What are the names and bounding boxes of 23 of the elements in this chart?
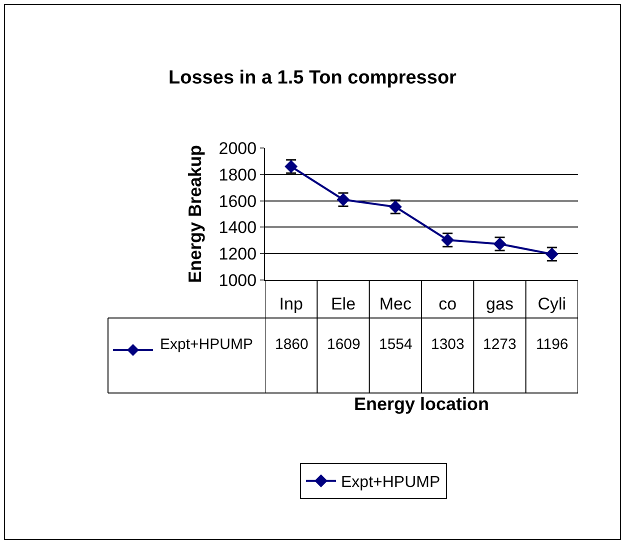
x-tick-label: co — [438, 294, 457, 314]
data-label: 1609 — [327, 336, 360, 353]
data-label: 1554 — [379, 336, 412, 353]
y-tick-label: 1800 — [218, 165, 257, 184]
legend-label: Expt+HPUMP — [160, 336, 253, 353]
data-label: 1273 — [483, 336, 516, 353]
y-tick-label: 2000 — [218, 138, 257, 158]
x-tick-label: Inp — [279, 294, 303, 314]
x-tick-label: Cyli — [538, 294, 566, 314]
text: Expt+HPUMP — [341, 474, 440, 492]
data-label: 1196 — [536, 336, 568, 353]
chart-title: Losses in a 1.5 Ton compressor — [168, 68, 458, 89]
y-axis-title: Energy Breakup — [184, 144, 205, 284]
y-tick-label: 1000 — [218, 270, 257, 290]
x-tick-label: Mec — [379, 294, 412, 314]
x-tick-label: Ele — [330, 294, 356, 314]
y-tick-label: 1200 — [218, 244, 257, 264]
y-tick-label: 1400 — [218, 218, 257, 238]
x-tick-label: gas — [486, 294, 514, 314]
data-label: 1303 — [431, 336, 464, 353]
x-axis-title: Energy location — [354, 394, 490, 414]
data-label: 1860 — [275, 336, 308, 353]
y-tick-label: 1600 — [218, 192, 257, 211]
